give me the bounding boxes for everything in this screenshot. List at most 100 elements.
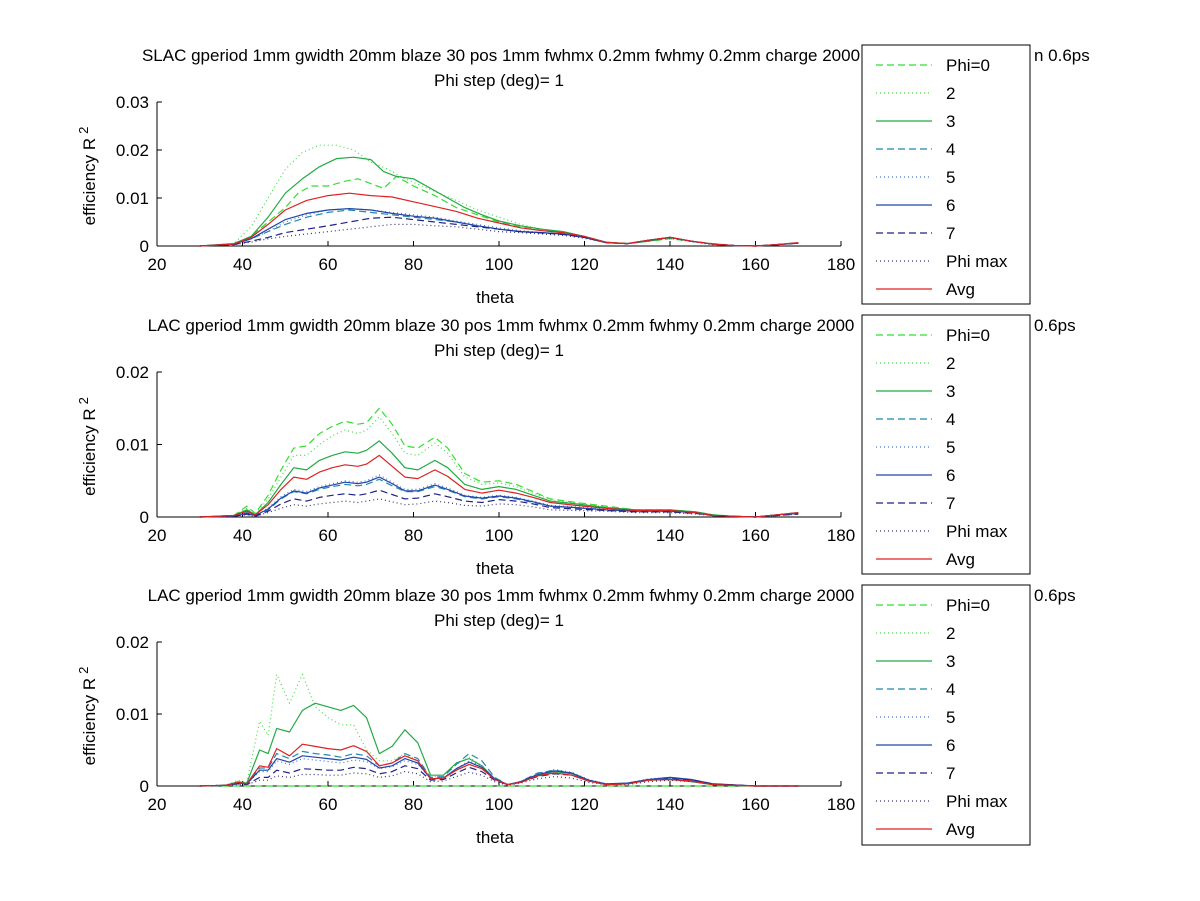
legend-entry: 6 (946, 736, 955, 755)
legend-entry: Avg (946, 820, 975, 839)
y-axis-label-text: efficiency R (80, 138, 99, 226)
y-tick-label: 0.03 (116, 93, 149, 112)
chart-subtitle: Phi step (deg)= 1 (434, 71, 564, 90)
y-axis-label-text: efficiency R (80, 678, 99, 766)
x-tick-label: 120 (570, 255, 598, 274)
legend-entry: 5 (946, 168, 955, 187)
legend-entry: 3 (946, 652, 955, 671)
x-tick-label: 160 (741, 795, 769, 814)
legend-entry: Phi=0 (946, 326, 990, 345)
series-line-avg (199, 192, 799, 247)
legend-entry: 3 (946, 112, 955, 131)
legend-entry: 7 (946, 224, 955, 243)
chart-subtitle: Phi step (deg)= 1 (434, 341, 564, 360)
legend-box (861, 44, 1031, 305)
legend-entry: 7 (946, 764, 955, 783)
series-line-3 (199, 440, 799, 518)
x-tick-label: 180 (827, 255, 855, 274)
legend-entry: 2 (946, 624, 955, 643)
x-tick-label: 180 (827, 795, 855, 814)
legend-entry: 5 (946, 438, 955, 457)
y-tick-label: 0.02 (116, 363, 149, 382)
y-tick-label: 0 (140, 508, 149, 527)
x-tick-label: 80 (404, 255, 423, 274)
series-line-phi-max (199, 771, 799, 787)
x-tick-label: 100 (485, 255, 513, 274)
legend-entry: 2 (946, 354, 955, 373)
x-tick-label: 120 (570, 795, 598, 814)
x-tick-label: 80 (404, 526, 423, 545)
y-tick-label: 0.02 (116, 633, 149, 652)
y-axis-label: efficiency R 2 (76, 397, 99, 496)
series-line-2 (199, 144, 799, 247)
legend-entry: 7 (946, 494, 955, 513)
x-axis-label: theta (476, 559, 514, 578)
chart-panel-3: 20 40 60 80 100 120 140 160 180 0 0.01 0.02 theta eff… (76, 584, 1076, 847)
y-tick-label: 0.01 (116, 189, 149, 208)
y-axis-label-superscript: 2 (76, 667, 91, 674)
x-tick-label: 100 (485, 526, 513, 545)
x-tick-label: 100 (485, 795, 513, 814)
x-tick-label: 60 (319, 795, 338, 814)
chart-title-tail: 0.6ps (1034, 586, 1076, 605)
legend-entry: Avg (946, 280, 975, 299)
x-tick-label: 40 (233, 795, 252, 814)
series-line-avg (199, 743, 799, 787)
y-axis-label: efficiency R 2 (76, 127, 99, 226)
x-tick-label: 40 (233, 255, 252, 274)
x-axis-label: theta (476, 828, 514, 847)
y-axis-label-superscript: 2 (76, 127, 91, 134)
legend-entry: 2 (946, 84, 955, 103)
legend-entry: 6 (946, 196, 955, 215)
y-axis-label: efficiency R 2 (76, 667, 99, 766)
legend-box (861, 314, 1031, 575)
legend-entry: Phi max (946, 522, 1008, 541)
legend-entry: 3 (946, 382, 955, 401)
chart-panel-2: 20 40 60 80 100 120 140 160 180 0 0.01 0.02 theta eff… (76, 314, 1076, 578)
chart-title: LAC gperiod 1mm gwidth 20mm blaze 30 pos… (148, 586, 855, 605)
x-tick-label: 160 (741, 526, 769, 545)
series-line-phi-max (199, 223, 799, 247)
x-tick-label: 80 (404, 795, 423, 814)
y-tick-label: 0.01 (116, 705, 149, 724)
x-tick-label: 140 (656, 255, 684, 274)
chart-title: LAC gperiod 1mm gwidth 20mm blaze 30 pos… (148, 316, 855, 335)
legend-entry: 4 (946, 680, 955, 699)
legend-entry: Phi max (946, 252, 1008, 271)
chart-title: SLAC gperiod 1mm gwidth 20mm blaze 30 po… (142, 46, 860, 65)
y-tick-label: 0 (140, 777, 149, 796)
legend-entry: 4 (946, 410, 955, 429)
x-tick-label: 140 (656, 526, 684, 545)
x-tick-label: 140 (656, 795, 684, 814)
y-axis-label-text: efficiency R (80, 408, 99, 496)
series-line-avg (199, 454, 799, 518)
x-tick-label: 20 (148, 255, 167, 274)
x-tick-label: 20 (148, 526, 167, 545)
series-line-7 (199, 216, 799, 247)
x-tick-label: 60 (319, 255, 338, 274)
legend-entry: 5 (946, 708, 955, 727)
legend-entry: 6 (946, 466, 955, 485)
x-tick-label: 120 (570, 526, 598, 545)
x-tick-label: 160 (741, 255, 769, 274)
x-tick-label: 40 (233, 526, 252, 545)
x-tick-label: 60 (319, 526, 338, 545)
y-tick-label: 0 (140, 237, 149, 256)
legend-entry: Phi=0 (946, 56, 990, 75)
legend-entry: 4 (946, 140, 955, 159)
y-tick-label: 0.02 (116, 141, 149, 160)
chart-title-tail: 0.6ps (1034, 316, 1076, 335)
chart-title-tail: n 0.6ps (1034, 46, 1090, 65)
chart-panel-1: 20 40 60 80 100 120 140 160 180 0 0.01 0.02 0.03 thet… (76, 44, 1090, 307)
chart-subtitle: Phi step (deg)= 1 (434, 611, 564, 630)
y-tick-label: 0.01 (116, 436, 149, 455)
legend-entry: Phi max (946, 792, 1008, 811)
legend-entry: Phi=0 (946, 596, 990, 615)
y-axis-label-superscript: 2 (76, 397, 91, 404)
series-line-5 (199, 474, 799, 518)
x-tick-label: 20 (148, 795, 167, 814)
x-axis-label: theta (476, 288, 514, 307)
legend-box (861, 584, 1031, 846)
series-line-7 (199, 489, 799, 518)
